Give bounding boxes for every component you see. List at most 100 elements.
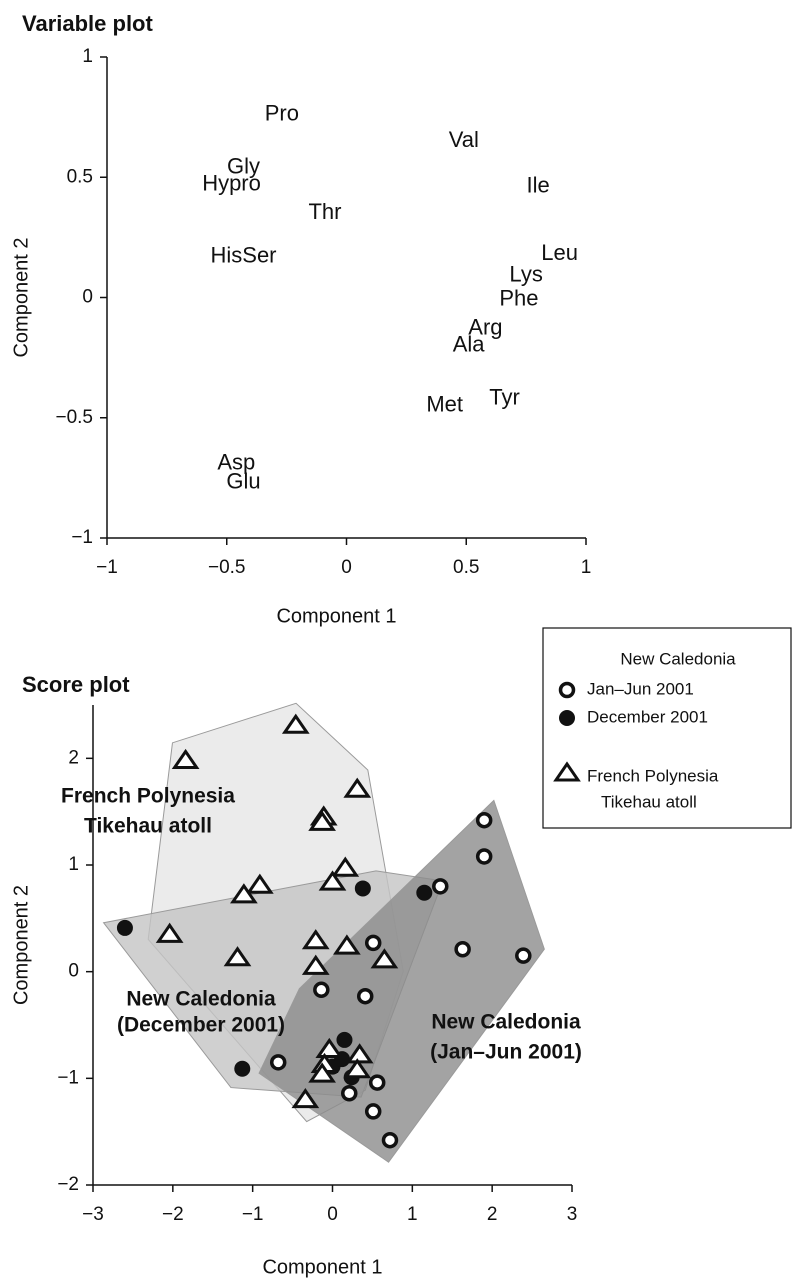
chart-0: Variable plot Component 1 Component 2 Pro Va… bbox=[10, 11, 591, 627]
x-axis-label: Component 1 bbox=[262, 1256, 382, 1278]
y-tick-label: 0.5 bbox=[67, 166, 93, 187]
point-triangle bbox=[223, 946, 252, 967]
point-filled bbox=[416, 884, 433, 901]
point-filled bbox=[116, 919, 133, 936]
legend-box bbox=[542, 627, 792, 829]
x-tick-label: 3 bbox=[567, 1204, 578, 1225]
point-open bbox=[515, 947, 532, 964]
y-tick-label: 0 bbox=[82, 287, 93, 308]
point-triangle bbox=[553, 761, 581, 782]
x-tick-label: 0 bbox=[327, 1204, 338, 1225]
point-open bbox=[432, 878, 449, 895]
variable-label: Leu bbox=[541, 240, 578, 265]
region-label: (Jan–Jun 2001) bbox=[430, 1041, 582, 1064]
y-tick-label: −0.5 bbox=[55, 407, 93, 428]
point-triangle bbox=[315, 1037, 344, 1059]
y-tick-label: −1 bbox=[71, 527, 93, 548]
point-open bbox=[356, 987, 374, 1005]
region-label: Tikehau atoll bbox=[84, 815, 212, 838]
legend-label: French Polynesia bbox=[587, 766, 719, 785]
variable-label: Met bbox=[426, 392, 463, 417]
variable-label: Phe bbox=[499, 286, 538, 311]
region-label: (December 2001) bbox=[117, 1014, 285, 1037]
chart-1: Score plot Component 1 Component 2 French P… bbox=[10, 627, 792, 1278]
variable-label: Arg bbox=[468, 315, 502, 340]
point-triangle bbox=[308, 1062, 336, 1083]
legend-label: December 2001 bbox=[587, 707, 708, 726]
point-filled bbox=[354, 880, 371, 897]
point-open bbox=[364, 1103, 382, 1120]
x-tick-label: −0.5 bbox=[208, 557, 246, 578]
region-label: French Polynesia bbox=[61, 785, 235, 808]
point-open bbox=[269, 1054, 287, 1071]
point-open bbox=[313, 981, 330, 999]
point-open bbox=[454, 941, 471, 958]
variable-label: Ala bbox=[453, 331, 486, 356]
point-triangle bbox=[281, 713, 310, 734]
point-triangle bbox=[331, 856, 360, 877]
point-triangle bbox=[370, 948, 399, 969]
region-label: New Caledonia bbox=[431, 1011, 581, 1034]
point-triangle bbox=[343, 777, 372, 798]
variable-label: Pro bbox=[265, 101, 299, 126]
point-open bbox=[558, 681, 576, 699]
x-tick-label: −1 bbox=[96, 557, 118, 578]
x-tick-label: 1 bbox=[581, 557, 592, 578]
point-triangle bbox=[308, 810, 336, 831]
x-tick-label: −2 bbox=[162, 1204, 184, 1225]
chart-title: Variable plot bbox=[22, 11, 153, 36]
y-tick-label: 1 bbox=[82, 46, 93, 67]
point-triangle bbox=[301, 954, 330, 975]
variable-label: Hypro bbox=[202, 170, 261, 195]
x-tick-label: −1 bbox=[242, 1204, 264, 1225]
point-open bbox=[341, 1085, 358, 1102]
x-tick-label: 0.5 bbox=[453, 557, 479, 578]
legend-label: Jan–Jun 2001 bbox=[587, 679, 694, 698]
point-triangle bbox=[333, 934, 361, 955]
point-triangle bbox=[291, 1088, 320, 1109]
y-tick-label: 1 bbox=[68, 854, 79, 875]
point-open bbox=[368, 1074, 386, 1091]
point-filled bbox=[559, 710, 575, 726]
legend-label: Tikehau atoll bbox=[601, 792, 697, 811]
y-axis-label: Component 2 bbox=[10, 885, 32, 1005]
point-filled bbox=[336, 1031, 353, 1048]
region-label: New Caledonia bbox=[126, 988, 276, 1011]
point-triangle bbox=[230, 883, 258, 904]
legend: New Caledonia Jan–Jun 2001 December 2001 Fr… bbox=[542, 627, 792, 829]
y-tick-label: 0 bbox=[68, 961, 79, 982]
y-tick-label: −2 bbox=[57, 1174, 79, 1195]
variable-label: Val bbox=[449, 127, 479, 152]
x-axis-label: Component 1 bbox=[276, 605, 396, 627]
x-tick-label: 0 bbox=[341, 557, 352, 578]
variable-label: Glu bbox=[226, 468, 260, 493]
point-triangle bbox=[246, 873, 274, 894]
variable-label: Thr bbox=[308, 199, 341, 224]
y-tick-label: 2 bbox=[68, 747, 79, 768]
point-triangle bbox=[343, 1058, 372, 1079]
point-triangle bbox=[318, 870, 347, 891]
variable-label: Ile bbox=[526, 173, 549, 198]
x-tick-label: 2 bbox=[487, 1204, 498, 1225]
point-open bbox=[364, 934, 382, 952]
variable-label: Gly bbox=[227, 153, 260, 178]
point-filled bbox=[234, 1060, 251, 1077]
chart-title: Score plot bbox=[22, 672, 130, 697]
point-triangle bbox=[301, 929, 330, 950]
point-open bbox=[475, 848, 493, 865]
legend-title: New Caledonia bbox=[620, 649, 736, 668]
y-axis-label: Component 2 bbox=[10, 237, 32, 357]
variable-label: HisSer bbox=[211, 242, 277, 267]
x-tick-label: −3 bbox=[82, 1204, 104, 1225]
y-tick-label: −1 bbox=[57, 1067, 79, 1088]
point-open bbox=[475, 811, 493, 829]
x-tick-label: 1 bbox=[407, 1204, 418, 1225]
point-triangle bbox=[155, 922, 184, 943]
point-open bbox=[381, 1131, 399, 1149]
point-triangle bbox=[171, 748, 200, 769]
variable-label: Asp bbox=[217, 449, 255, 474]
variable-label: Tyr bbox=[489, 384, 520, 409]
variable-label: Lys bbox=[509, 262, 542, 287]
